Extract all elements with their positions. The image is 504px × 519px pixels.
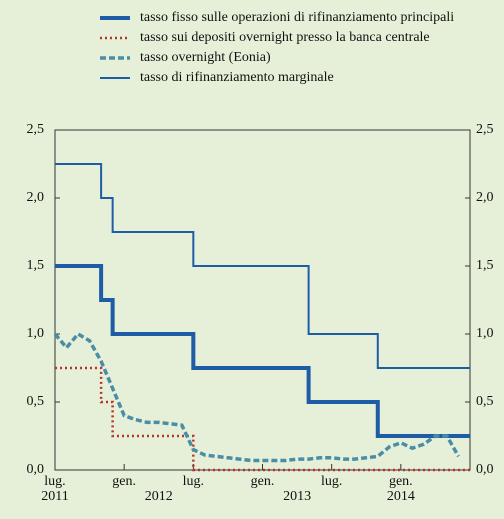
x-tick-label: lug. [183, 474, 204, 489]
y-tick-label-right: 0,0 [476, 462, 494, 477]
x-group-label: 2014 [387, 489, 415, 504]
x-tick-label: lug. [44, 474, 65, 489]
x-tick-label: lug. [321, 474, 342, 489]
x-group-label: 2012 [145, 489, 173, 504]
legend-label: tasso di rifinanziamento marginale [140, 70, 334, 85]
x-group-label: 2013 [283, 489, 311, 504]
x-tick-label: gen. [112, 474, 136, 489]
x-group-label: 2011 [41, 489, 68, 504]
series-line [53, 331, 460, 463]
y-tick-label: 1,5 [27, 258, 45, 273]
y-tick-label-right: 2,5 [476, 122, 494, 137]
y-tick-label-right: 0,5 [476, 394, 494, 409]
y-tick-label-right: 2,0 [476, 190, 494, 205]
series-line [55, 163, 470, 369]
x-tick-label: gen. [389, 474, 413, 489]
legend-label: tasso fisso sulle operazioni di rifinanz… [140, 10, 454, 25]
y-tick-label: 0,5 [27, 394, 45, 409]
y-tick-label: 0,0 [27, 462, 45, 477]
x-tick-label: gen. [251, 474, 275, 489]
legend-label: tasso overnight (Eonia) [140, 50, 271, 65]
y-tick-label-right: 1,5 [476, 258, 494, 273]
y-tick-label: 2,0 [27, 190, 45, 205]
y-tick-label: 1,0 [27, 326, 45, 341]
y-tick-label: 2,5 [27, 122, 45, 137]
series-line [55, 264, 470, 438]
y-tick-label-right: 1,0 [476, 326, 494, 341]
legend-label: tasso sui depositi overnight presso la b… [140, 30, 430, 45]
